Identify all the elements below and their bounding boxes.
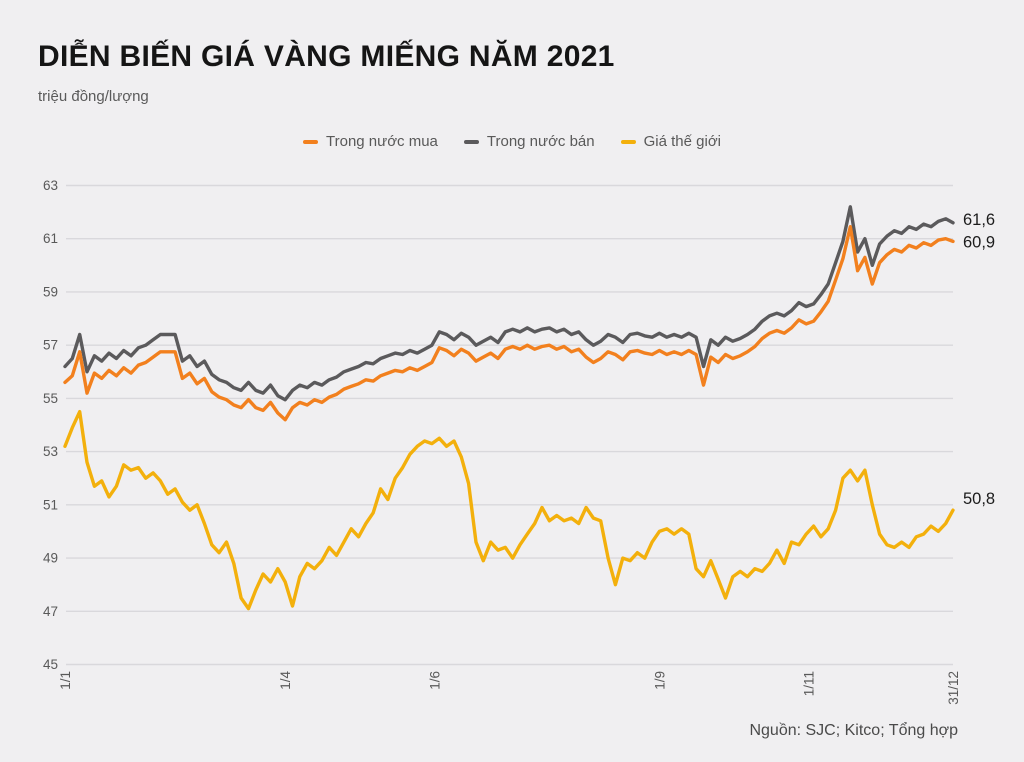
source-note: Nguồn: SJC; Kitco; Tổng hợp	[749, 722, 958, 739]
svg-text:47: 47	[43, 604, 58, 619]
svg-text:51: 51	[43, 497, 58, 512]
legend-label: Trong nước bán	[486, 133, 595, 150]
svg-text:45: 45	[43, 657, 58, 672]
unit-label: triệu đồng/lượng	[38, 88, 149, 105]
end-value-labels: 60,9 61,6 50,8	[963, 211, 995, 508]
svg-text:59: 59	[43, 284, 58, 299]
svg-text:1/11: 1/11	[802, 671, 817, 696]
legend-item-trong-nuoc-mua: Trong nước mua	[303, 133, 438, 150]
legend-item-gia-the-gioi: Giá thế giới	[620, 133, 721, 150]
legend-item-trong-nuoc-ban: Trong nước bán	[463, 133, 595, 150]
svg-text:49: 49	[43, 551, 58, 566]
series-line-0	[63, 224, 955, 422]
svg-text:55: 55	[43, 391, 58, 406]
svg-text:1/6: 1/6	[427, 671, 442, 690]
gridlines	[66, 184, 953, 666]
sell-series-dash-icon	[463, 139, 479, 144]
world-series-dash-icon	[620, 139, 636, 144]
svg-text:31/12: 31/12	[946, 671, 961, 705]
svg-text:61,6: 61,6	[963, 211, 995, 229]
svg-text:53: 53	[43, 444, 58, 459]
y-axis-labels: 45 47 49 51 53 55 57 59 61 63	[43, 178, 58, 672]
svg-text:1/1: 1/1	[58, 671, 73, 690]
chart-legend: Trong nước mua Trong nước bán Giá thế gi…	[0, 133, 1024, 150]
svg-text:61: 61	[43, 231, 58, 246]
series-line-1	[63, 205, 955, 402]
legend-label: Giá thế giới	[643, 133, 721, 150]
svg-text:50,8: 50,8	[963, 490, 995, 508]
svg-text:60,9: 60,9	[963, 233, 995, 251]
page-title: DIỄN BIẾN GIÁ VÀNG MIẾNG NĂM 2021	[38, 40, 615, 73]
buy-series-dash-icon	[303, 139, 319, 144]
svg-text:1/4: 1/4	[278, 671, 293, 690]
legend-label: Trong nước mua	[326, 133, 438, 150]
x-axis-labels: 1/1 1/4 1/6 1/9 1/11 31/12	[58, 671, 961, 705]
series-line-2	[63, 410, 955, 611]
svg-text:57: 57	[43, 338, 58, 353]
svg-text:1/9: 1/9	[652, 671, 667, 690]
svg-text:63: 63	[43, 178, 58, 193]
